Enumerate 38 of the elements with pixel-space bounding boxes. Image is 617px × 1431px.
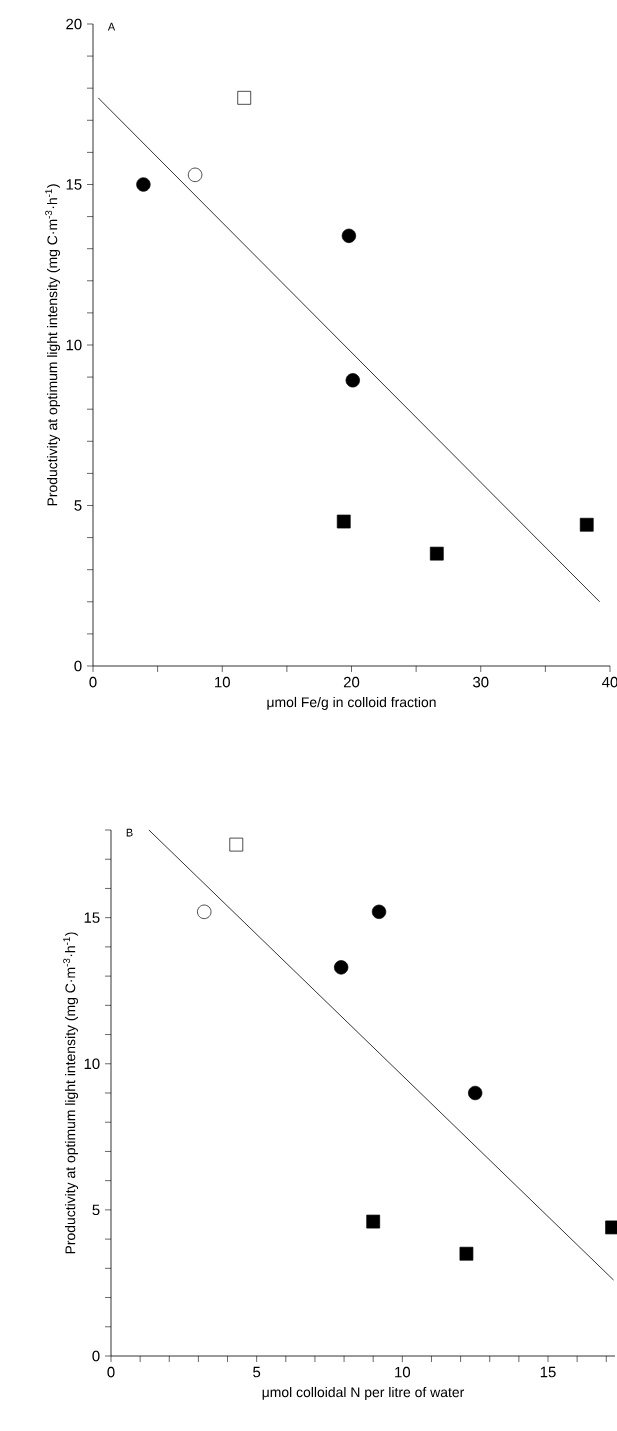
- point: [136, 177, 151, 192]
- chart-title: B: [126, 828, 133, 837]
- point: [366, 1214, 381, 1229]
- y-tick-label: 0: [92, 1350, 100, 1362]
- y-tick-label: 15: [84, 912, 100, 923]
- x-tick-label: 30: [473, 676, 489, 688]
- x-tick-label: 20: [343, 676, 360, 688]
- x-axis-title: μmol colloidal N per litre of water: [262, 1386, 465, 1400]
- point: [187, 167, 203, 183]
- point: [229, 837, 244, 852]
- point: [459, 1246, 474, 1261]
- point: [468, 1085, 483, 1101]
- point: [345, 373, 360, 388]
- y-tick-label: 10: [84, 1058, 100, 1070]
- x-tick-label: 40: [602, 676, 617, 688]
- point: [371, 904, 387, 919]
- point: [336, 514, 351, 529]
- point: [579, 517, 594, 532]
- x-tick-label: 10: [215, 676, 230, 688]
- y-axis-title: Productivity at optimum light intensity (mg C·m$^{-3}$·h$^{-1}$): [45, 184, 61, 506]
- x-tick-label: 10: [395, 1366, 411, 1378]
- point: [197, 904, 212, 919]
- y-tick-label: 15: [66, 179, 82, 190]
- point: [237, 90, 252, 105]
- y-tick-label: 5: [92, 1204, 100, 1216]
- y-tick-label: 5: [74, 500, 82, 511]
- y-axis-title: Productivity at optimum light intensity (mg C·m$^{-3}$·h$^{-1}$): [63, 932, 79, 1254]
- point: [429, 546, 444, 561]
- y-tick-label: 10: [66, 339, 82, 351]
- x-tick-label: 5: [253, 1366, 261, 1378]
- x-tick-label: 0: [107, 1366, 115, 1378]
- point: [334, 960, 349, 975]
- x-tick-label: 15: [540, 1366, 556, 1378]
- point: [341, 228, 357, 243]
- x-axis-title: μmol Fe/g in colloid fraction: [267, 696, 436, 710]
- chart-title: A: [107, 22, 116, 31]
- y-tick-label: 20: [66, 18, 82, 30]
- y-tick-label: 0: [74, 660, 82, 672]
